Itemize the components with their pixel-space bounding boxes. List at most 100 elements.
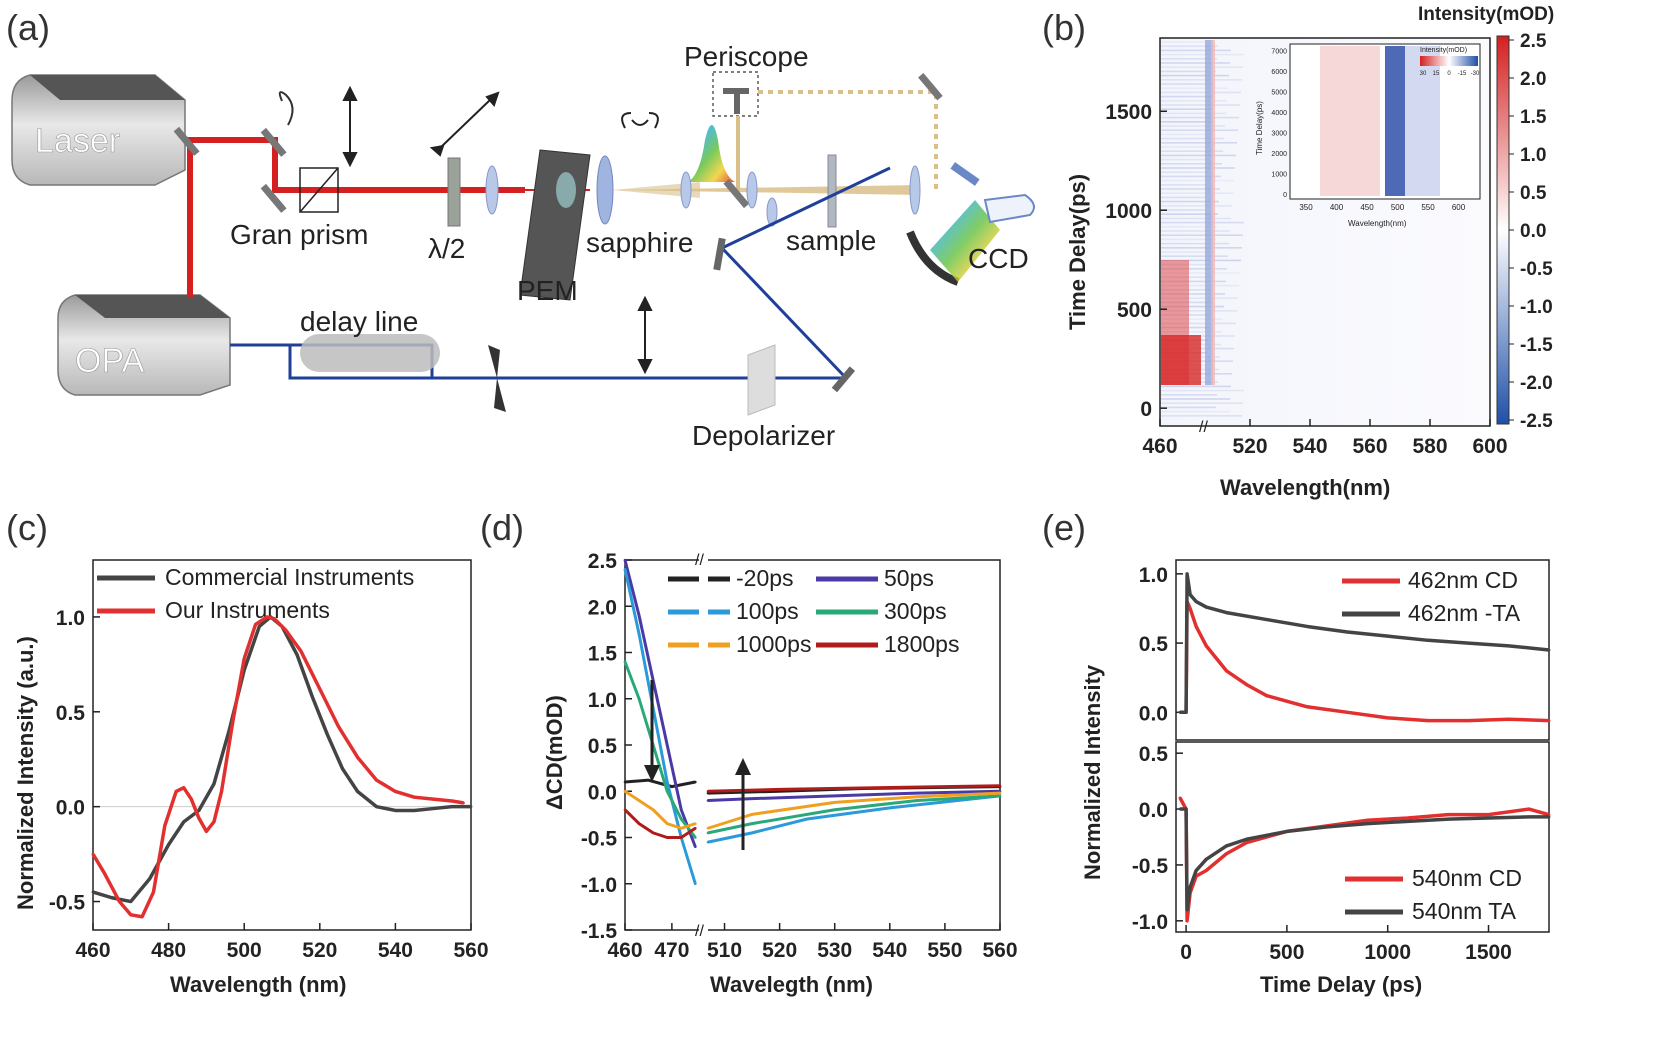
data-point-0 xyxy=(647,778,650,782)
data-point-0 xyxy=(1446,813,1450,817)
data-point-0 xyxy=(375,805,378,809)
data-point-0 xyxy=(394,809,397,812)
data-point-1 xyxy=(231,719,235,723)
data-point-1 xyxy=(1188,593,1192,597)
inset-blue-area-2 xyxy=(1405,46,1440,196)
series-line-5 xyxy=(623,808,697,839)
data-point-2 xyxy=(637,632,641,636)
chopper-icon xyxy=(488,345,506,412)
inset-colorbar-title: Intensity(mOD) xyxy=(1420,47,1467,54)
data-point-5 xyxy=(665,836,669,839)
y-tick-label: 1.5 xyxy=(588,643,618,666)
data-point-1 xyxy=(694,845,697,849)
data-point-1 xyxy=(1194,600,1198,603)
plot-frame xyxy=(1175,741,1550,933)
legend-label: 462nm -TA xyxy=(1408,600,1521,626)
data-point-1 xyxy=(174,790,178,793)
data-point-0 xyxy=(1245,683,1248,687)
rotation-arrows-icon xyxy=(621,112,659,129)
data-point-1 xyxy=(273,617,276,621)
data-point-1 xyxy=(1386,634,1390,638)
data-point-0 xyxy=(1265,694,1269,698)
panel-label-b: (b) xyxy=(1042,7,1086,48)
colorbar xyxy=(1496,35,1510,425)
data-point-5 xyxy=(623,808,627,812)
data-point-5 xyxy=(651,831,655,835)
data-point-1 xyxy=(152,890,155,894)
y-tick-label: 0 xyxy=(1140,398,1152,421)
chart-e: Time Delay (ps) Normalized Intensity 0.0… xyxy=(1080,559,1551,997)
y-tick-label: 2.5 xyxy=(588,550,618,573)
heatmap-blue-band xyxy=(1205,40,1213,385)
x-tick-label: 500 xyxy=(1269,941,1304,964)
inset-x-tick-label: 550 xyxy=(1421,203,1435,212)
data-point-0 xyxy=(310,695,314,699)
data-point-0 xyxy=(1245,841,1248,844)
data-point-4 xyxy=(694,822,697,825)
data-point-1 xyxy=(337,725,341,729)
data-point-0 xyxy=(1225,669,1228,673)
legend-label: 462nm CD xyxy=(1408,567,1518,593)
inset-y-tick-label: 4000 xyxy=(1271,110,1287,117)
panel-label-e: (e) xyxy=(1042,507,1086,548)
y-tick-label: 1.0 xyxy=(56,607,85,630)
legend-label: 300ps xyxy=(884,598,947,624)
data-point-4 xyxy=(750,813,754,816)
data-point-1 xyxy=(412,795,416,799)
y-tick-label: -0.5 xyxy=(49,892,86,915)
y-tick-label: 0.5 xyxy=(56,702,86,725)
data-point-1 xyxy=(1426,638,1430,642)
inset-colorbar-tick-label: -30 xyxy=(1471,71,1480,77)
translation-arrow-3 xyxy=(637,295,653,375)
series-line-1 xyxy=(623,559,697,848)
data-point-2 xyxy=(805,817,809,821)
inset-x-tick-label: 350 xyxy=(1299,203,1313,212)
data-point-0 xyxy=(450,805,454,809)
ccd-label: CCD xyxy=(968,243,1029,274)
x-tick-label: 1000 xyxy=(1364,941,1411,964)
inset-blue-area xyxy=(1385,46,1405,196)
y-tick-label: 0.0 xyxy=(56,797,85,820)
mirror-4 xyxy=(918,72,943,101)
lens-1 xyxy=(485,165,499,215)
data-point-0 xyxy=(1466,719,1470,723)
series-line-1 xyxy=(1180,572,1550,715)
data-point-1 xyxy=(1547,648,1551,652)
data-point-0 xyxy=(1366,818,1369,822)
spectrometer: CCD xyxy=(906,162,1035,286)
data-point-4 xyxy=(916,795,919,799)
gran-prism: Gran prism xyxy=(230,167,368,250)
data-point-1 xyxy=(623,558,627,562)
data-point-1 xyxy=(375,778,378,782)
x-tick-label: 560 xyxy=(982,939,1017,962)
data-point-0 xyxy=(295,653,299,657)
heatmap-ylabel: Time Delay(ps) xyxy=(1065,174,1090,330)
x-tick-label: 460 xyxy=(607,939,642,962)
heatmap-x-ticks: 460 520 540 560 580 600 xyxy=(1142,419,1508,458)
data-point-2 xyxy=(706,840,710,844)
data-point-4 xyxy=(637,799,641,802)
colorbar-tick-label: 0.0 xyxy=(1520,221,1546,242)
inset-colorbar xyxy=(1420,56,1478,66)
series-line-1 xyxy=(91,615,464,919)
data-point-5 xyxy=(694,826,697,830)
inset-y-tick-label: 6000 xyxy=(1271,69,1287,76)
colorbar-tick-label: -1.0 xyxy=(1520,297,1553,318)
data-point-1 xyxy=(254,623,257,626)
data-point-1 xyxy=(118,900,121,903)
x-tick-label: 1500 xyxy=(1465,941,1512,964)
inset-y-ticks: 0 1000 2000 3000 4000 5000 6000 7000 xyxy=(1271,49,1287,200)
inset-colorbar-tick-label: 15 xyxy=(1433,71,1440,77)
chart-e-bottom-legend: 540nm CD 540nm TA xyxy=(1345,865,1522,924)
inset-red-area xyxy=(1320,46,1380,196)
inset-y-tick-label: 2000 xyxy=(1271,151,1287,158)
data-point-3 xyxy=(665,789,669,793)
data-point-0 xyxy=(1188,607,1192,610)
data-point-3 xyxy=(637,697,641,701)
data-point-5 xyxy=(778,788,781,791)
data-point-5 xyxy=(888,786,892,789)
data-point-0 xyxy=(197,809,201,812)
pump-beam xyxy=(185,137,525,298)
data-point-5 xyxy=(998,784,1002,787)
